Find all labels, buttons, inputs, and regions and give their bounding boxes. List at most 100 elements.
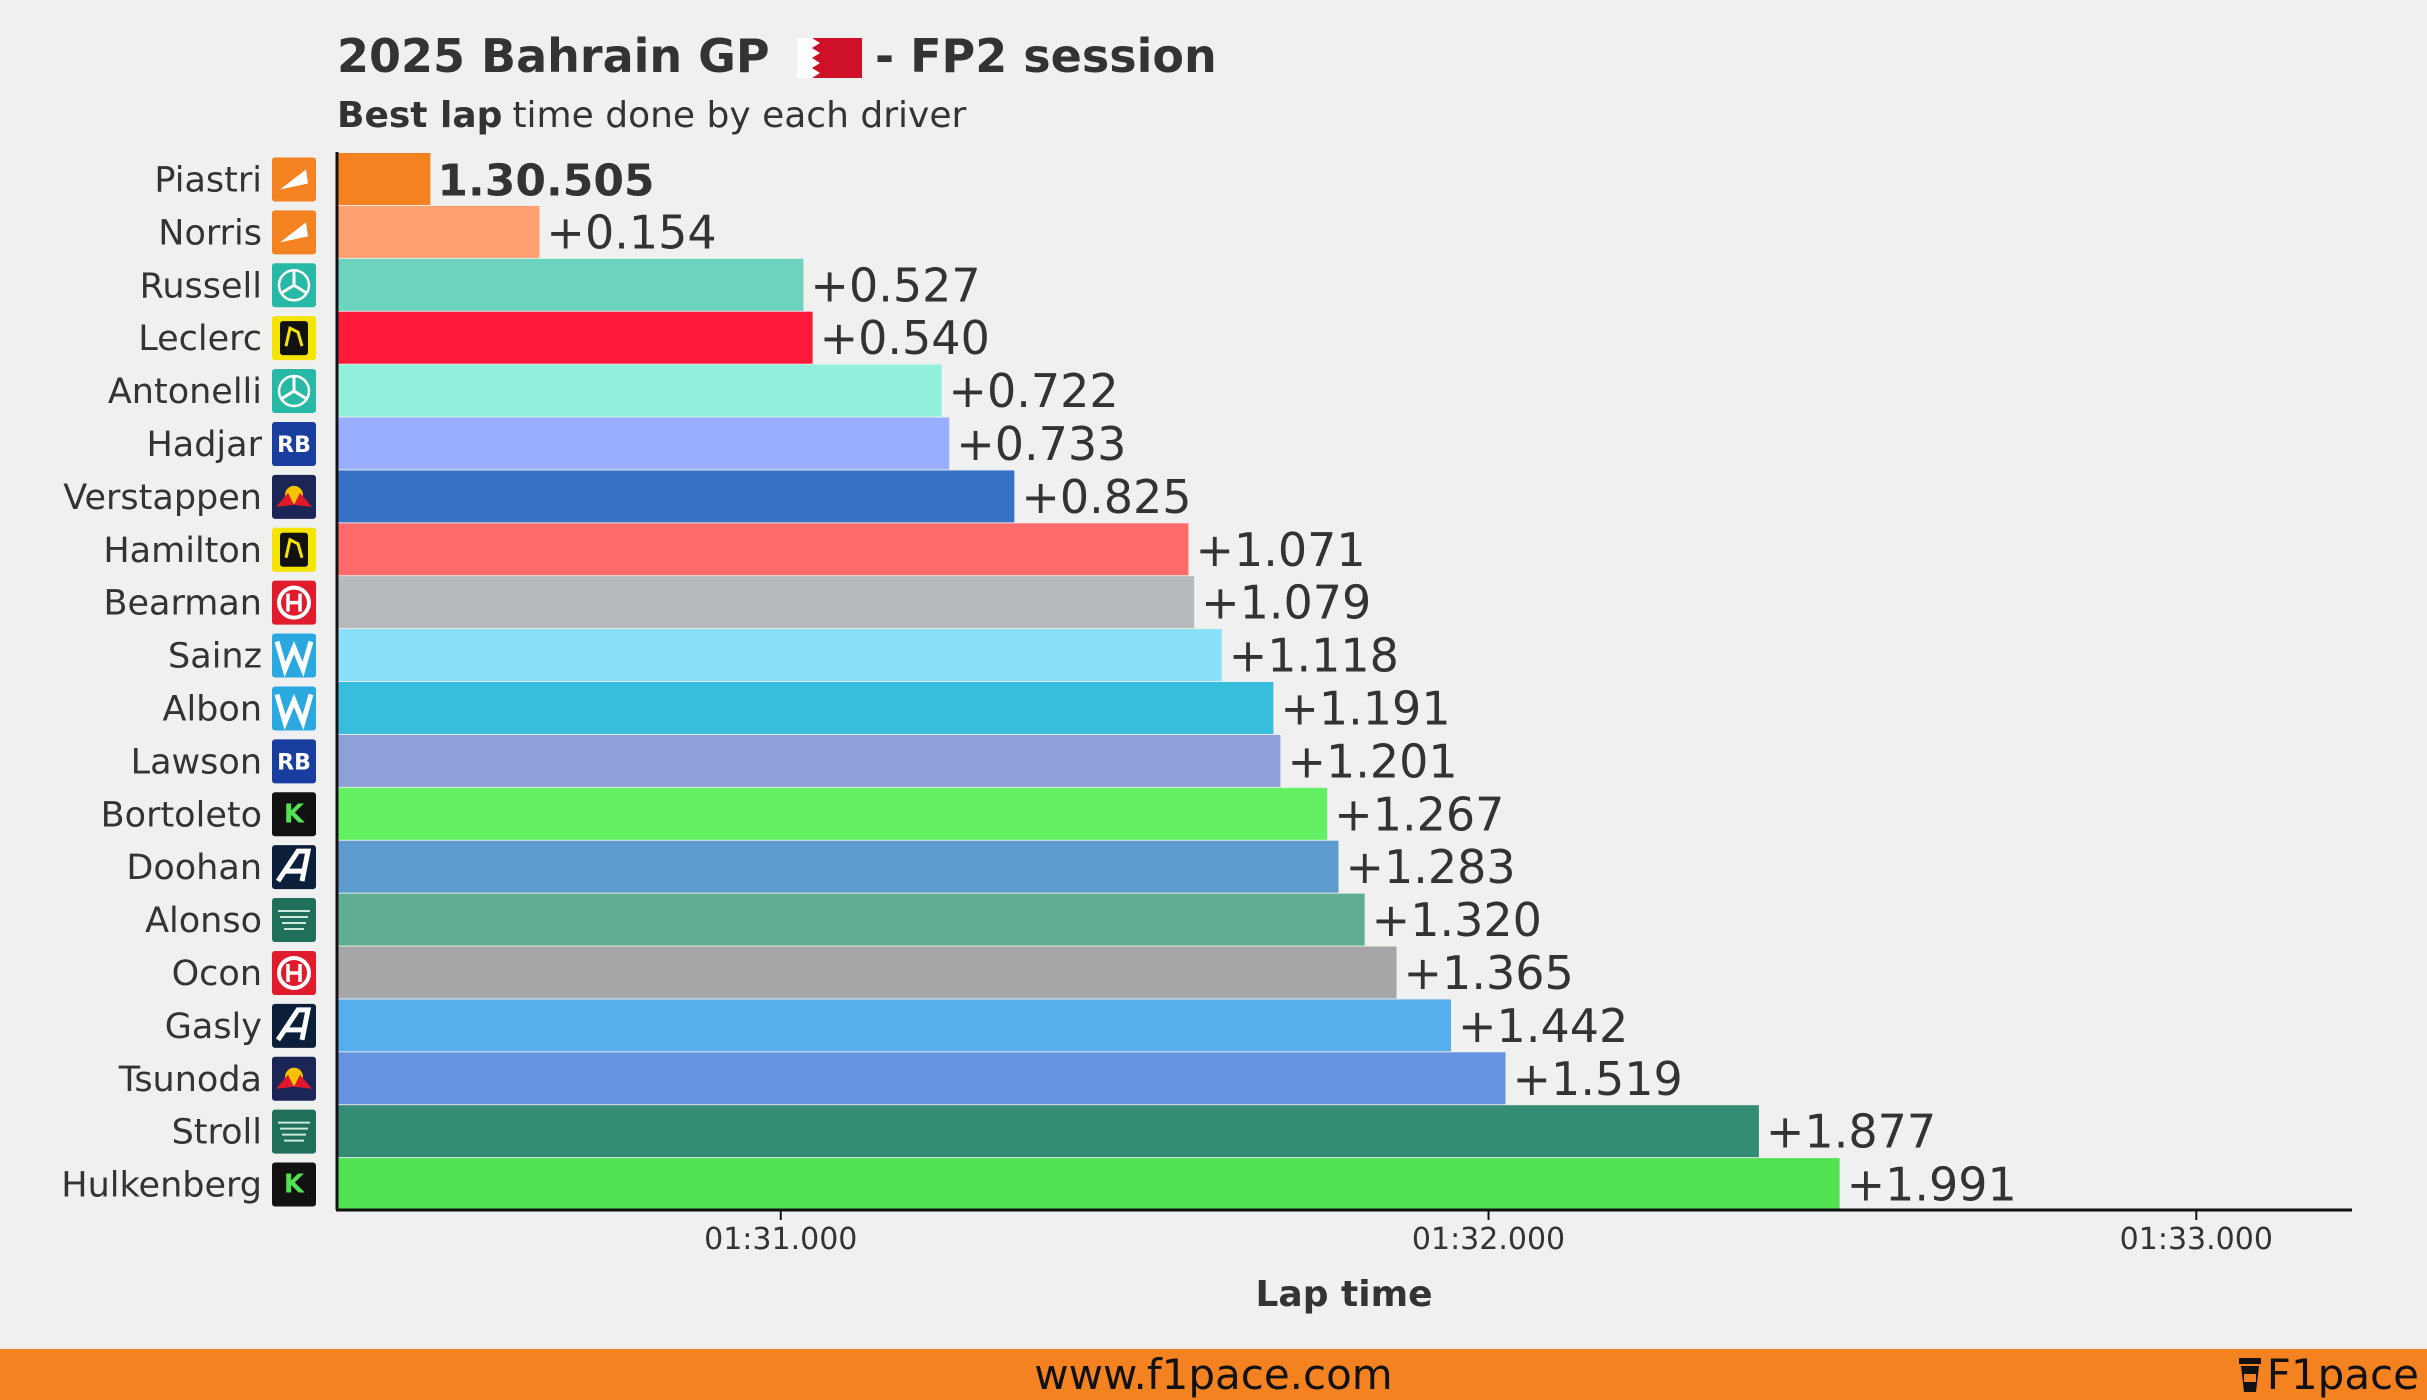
gap-label: +1.320 — [1372, 893, 1542, 947]
chart-title-left: 2025 Bahrain GP — [337, 29, 770, 83]
bar — [337, 1105, 1759, 1158]
ferrari-logo-icon — [272, 527, 316, 572]
gap-label: +1.079 — [1201, 576, 1371, 630]
gap-label: +1.442 — [1458, 999, 1628, 1053]
bar — [337, 205, 540, 258]
value-labels-group: 1.30.505+0.154 +0.527+0.540+0.722+0.733+0… — [437, 155, 2016, 1211]
driver-label: Leclerc — [138, 319, 262, 359]
driver-label: Hamilton — [103, 531, 262, 571]
williams-logo-icon — [272, 686, 316, 731]
sauber-logo-icon: K — [272, 792, 316, 837]
driver-label: Stroll — [172, 1113, 262, 1153]
alpine-logo-icon — [272, 845, 316, 890]
svg-text:RB: RB — [277, 433, 311, 458]
gap-label: +1.071 — [1195, 523, 1365, 577]
driver-label: Russell — [140, 266, 262, 306]
lap-time-chart: 2025 Bahrain GP - FP2 session Best lap ti… — [61, 29, 2352, 1315]
mercedes-logo-icon — [272, 369, 316, 414]
footer-brand: F1pace — [2237, 1349, 2419, 1400]
sauber-logo-icon: K — [272, 1162, 316, 1207]
aston-martin-logo-icon — [272, 1109, 316, 1154]
driver-label: Albon — [163, 689, 262, 729]
x-tick-label: 01:31.000 — [704, 1222, 857, 1257]
bar — [337, 1158, 1840, 1211]
bar — [337, 311, 813, 364]
bar — [337, 682, 1274, 734]
gap-label: +1.519 — [1513, 1052, 1683, 1106]
bar — [337, 417, 950, 470]
bar — [337, 576, 1195, 629]
mclaren-logo-icon — [272, 210, 316, 255]
bar — [337, 153, 431, 205]
driver-label: Verstappen — [63, 478, 262, 518]
gap-label: +0.527 — [810, 258, 980, 312]
driver-label: Gasly — [165, 1007, 262, 1047]
red-bull-logo-icon — [272, 474, 316, 519]
haas-logo-icon — [272, 580, 316, 625]
svg-text:RB: RB — [277, 750, 311, 775]
driver-label: Norris — [158, 213, 262, 253]
x-tick-label: 01:32.000 — [1412, 1222, 1565, 1257]
gap-label: +1.201 — [1287, 734, 1457, 788]
gap-label: +1.365 — [1404, 946, 1574, 1000]
chart-subtitle: Best lap time done by each driver — [337, 95, 966, 136]
bar — [337, 840, 1339, 893]
bar — [337, 364, 942, 417]
gap-label: +0.540 — [820, 311, 990, 365]
driver-label: Lawson — [131, 742, 262, 782]
red-bull-logo-icon — [272, 1056, 316, 1101]
racing-bulls-logo-icon: RB — [272, 739, 316, 784]
bar — [337, 734, 1281, 787]
gap-label: +0.722 — [948, 364, 1118, 418]
x-tick-label: 01:33.000 — [2120, 1222, 2273, 1257]
driver-label: Doohan — [126, 848, 262, 888]
gap-label: +0.733 — [956, 417, 1126, 471]
bars-group — [337, 153, 1840, 1211]
gap-label: +1.283 — [1345, 840, 1515, 894]
driver-label: Hulkenberg — [61, 1166, 262, 1206]
bar — [337, 893, 1365, 946]
driver-label: Piastri — [154, 160, 262, 200]
bar — [337, 1052, 1506, 1105]
subtitle-rest: time done by each driver — [512, 95, 966, 136]
driver-label: Bearman — [104, 584, 263, 624]
bar — [337, 258, 804, 311]
driver-label: Antonelli — [108, 372, 262, 412]
svg-text:K: K — [284, 799, 305, 829]
gap-label: +1.877 — [1766, 1105, 1936, 1159]
team-logos-group: RB RB K K — [272, 157, 316, 1207]
bar — [337, 787, 1328, 840]
leader-time-label: 1.30.505 — [437, 155, 654, 206]
footer-bar: www.f1pace.com F1pace — [0, 1349, 2427, 1400]
bar — [337, 629, 1222, 682]
driver-label: Alonso — [145, 901, 262, 941]
x-axis-label: Lap time — [1255, 1274, 1432, 1315]
bar — [337, 470, 1015, 523]
driver-label: Sainz — [168, 637, 262, 677]
williams-logo-icon — [272, 633, 316, 678]
svg-text:K: K — [284, 1170, 305, 1200]
driver-label: Bortoleto — [101, 795, 262, 835]
subtitle-bold: Best lap — [337, 95, 502, 136]
cup-icon — [2238, 1357, 2261, 1392]
haas-logo-icon — [272, 950, 316, 995]
bahrain-flag-icon — [797, 38, 862, 78]
gap-label: +1.991 — [1847, 1158, 2017, 1212]
footer-brand-text: F1pace — [2266, 1350, 2419, 1399]
bar — [337, 523, 1189, 576]
ferrari-logo-icon — [272, 316, 316, 361]
driver-label: Hadjar — [146, 425, 262, 465]
gap-label: +0.154 — [546, 205, 716, 259]
alpine-logo-icon — [272, 1003, 316, 1048]
gap-label: +1.267 — [1334, 787, 1504, 841]
gap-label: +0.825 — [1021, 470, 1191, 524]
aston-martin-logo-icon — [272, 898, 316, 943]
racing-bulls-logo-icon: RB — [272, 421, 316, 466]
driver-label: Ocon — [172, 954, 262, 994]
driver-labels-group: Piastri Norris Russell Leclerc Antonelli Hadj… — [61, 160, 262, 1205]
mercedes-logo-icon — [272, 263, 316, 308]
gap-label: +1.191 — [1280, 681, 1450, 735]
footer-url[interactable]: www.f1pace.com — [1034, 1350, 1393, 1399]
bar — [337, 999, 1452, 1052]
gap-label: +1.118 — [1229, 629, 1399, 683]
